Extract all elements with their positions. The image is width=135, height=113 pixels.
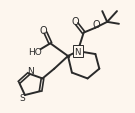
Text: N: N xyxy=(75,47,81,56)
Text: O: O xyxy=(93,20,100,29)
Text: N: N xyxy=(27,67,34,75)
Text: HO: HO xyxy=(28,47,42,56)
Text: O: O xyxy=(71,17,79,27)
Text: S: S xyxy=(19,94,25,102)
Text: O: O xyxy=(40,25,47,35)
